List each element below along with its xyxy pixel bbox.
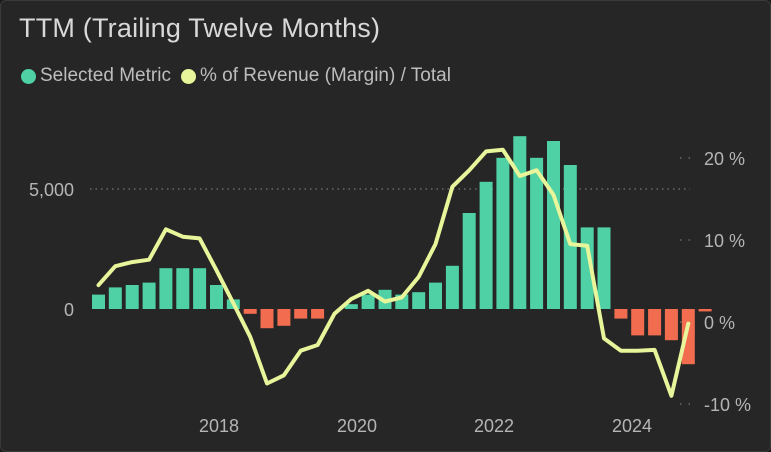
bar [260,309,274,329]
right-tick-label: 10 % [704,231,745,251]
x-tick-label: 2020 [337,416,377,436]
bar [176,268,190,309]
legend-label-selected-metric: Selected Metric [40,65,171,86]
bar [125,285,139,309]
legend-item-margin[interactable]: % of Revenue (Margin) / Total [180,65,451,87]
margin-line [96,147,691,398]
bar [412,292,426,309]
bar [479,181,493,309]
bar [547,141,560,309]
bar [344,304,358,309]
chart-title: TTM (Trailing Twelve Months) [19,13,381,43]
x-tick-label: 2022 [474,416,514,436]
bar [277,309,291,326]
bar [513,136,527,309]
left-tick-label: 5,000 [29,180,74,200]
bar [698,309,712,312]
right-tick-label: -10 % [704,395,751,415]
bar [530,157,544,309]
bar [361,294,375,309]
bar [648,309,662,336]
legend-item-selected-metric[interactable]: Selected Metric [21,65,171,87]
bar [210,285,223,309]
bar [614,309,628,319]
bar [496,157,510,309]
bar [159,268,173,309]
bar [429,282,442,309]
right-tick-label: 0 % [704,313,735,333]
bar [311,309,325,319]
bar [462,213,476,309]
legend: Selected Metric % of Revenue (Margin) / … [21,65,461,87]
bar [92,294,105,309]
legend-marker-selected-metric [21,68,36,84]
legend-label-margin: % of Revenue (Margin) / Total [199,65,451,86]
right-tick-label: 20 % [704,149,745,169]
bar [580,227,594,309]
bar [193,268,207,309]
x-tick-label: 2024 [612,416,652,436]
bar [681,309,695,365]
x-tick-label: 2018 [199,416,239,436]
bar [664,309,678,341]
bar [142,282,156,309]
bar [631,309,645,336]
bar [243,309,257,314]
bar [597,227,611,309]
bar [294,309,308,319]
bar [108,287,122,309]
left-tick-label: 0 [64,300,74,320]
bar [563,165,577,309]
bar [445,265,459,309]
legend-marker-margin [180,68,196,84]
